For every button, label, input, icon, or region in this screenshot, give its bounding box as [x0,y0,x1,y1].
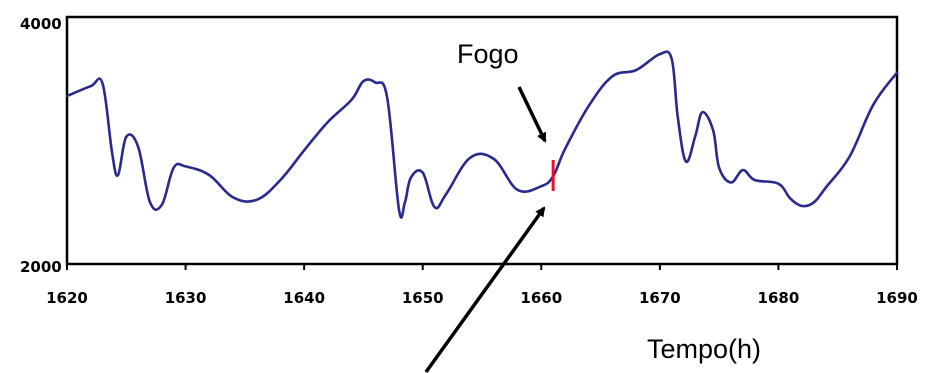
x-tick-label: 1640 [283,289,325,307]
x-tick-label: 1680 [758,289,800,307]
x-tick-label: 1650 [402,289,444,307]
x-tick-label: 1660 [520,289,562,307]
x-axis-title: Tempo(h) [647,334,761,364]
x-tick-label: 1620 [46,289,88,307]
x-axis-ticks: 1620 1630 1640 1650 1660 1670 1680 1690 [46,264,918,307]
y-tick-label-top: 4000 [20,15,62,33]
y-tick-label-bottom: 2000 [20,258,62,276]
annotation-arrow-down [517,86,547,143]
annotation-fogo: Fogo [457,39,519,69]
annotation-arrow-up [424,206,546,373]
x-tick-label: 1630 [165,289,207,307]
plot-frame [65,15,899,266]
series-line [65,50,899,219]
x-tick-label: 1690 [876,289,918,307]
x-tick-label: 1670 [639,289,681,307]
